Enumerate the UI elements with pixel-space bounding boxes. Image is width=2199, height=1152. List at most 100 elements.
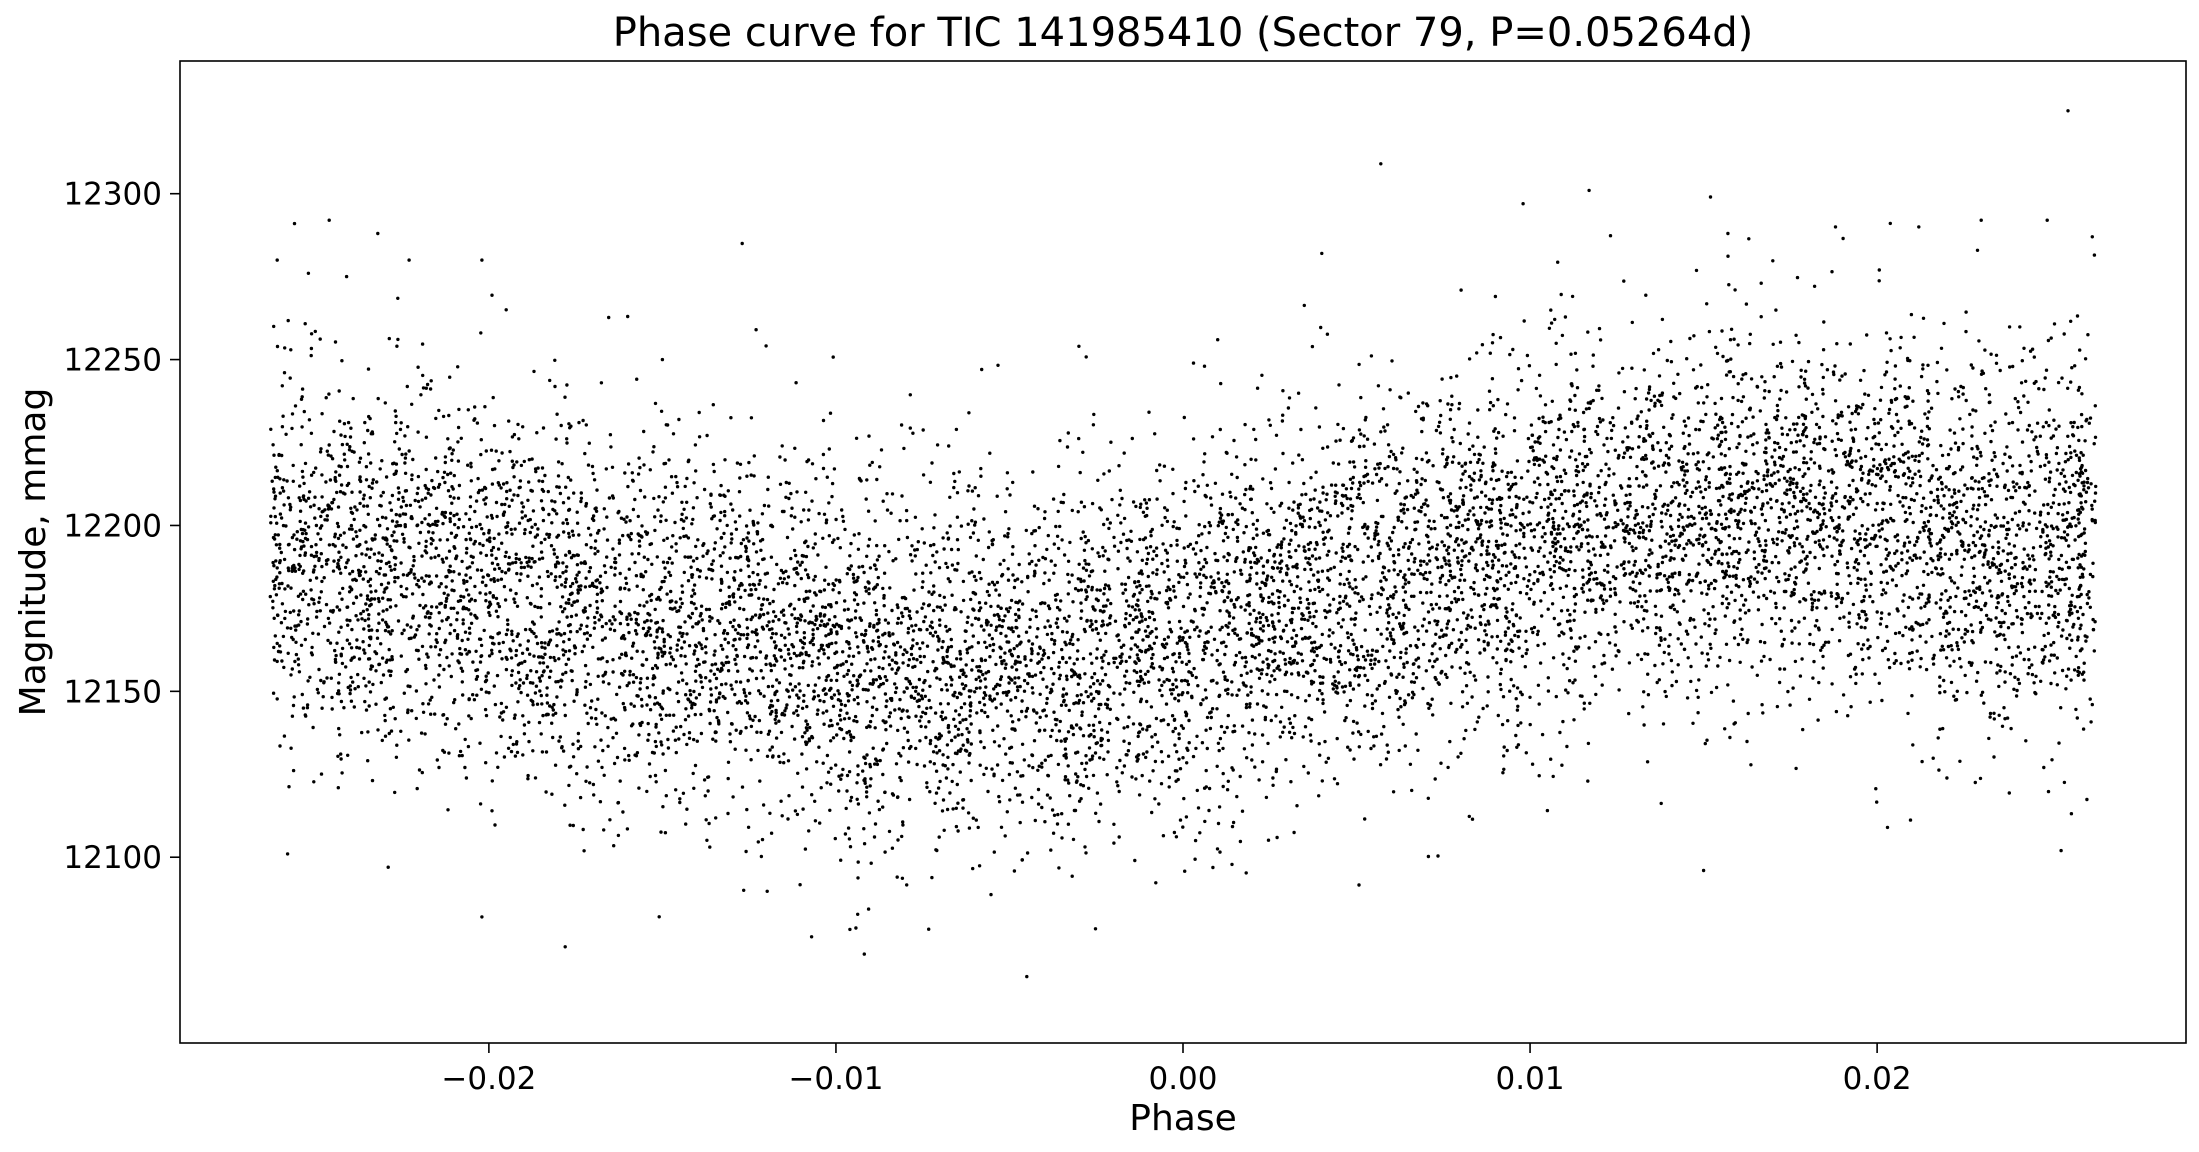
data-point: [1974, 679, 1979, 683]
data-point: [1384, 483, 1389, 487]
data-point: [733, 600, 737, 604]
data-point: [602, 527, 606, 531]
data-point: [362, 627, 366, 631]
data-point: [709, 693, 714, 697]
data-point: [273, 475, 277, 480]
data-point: [1315, 542, 1319, 547]
data-point: [979, 740, 983, 744]
data-point: [775, 562, 779, 567]
data-point: [1699, 363, 1703, 367]
data-point: [608, 433, 613, 437]
data-point: [550, 792, 554, 796]
data-point: [1056, 812, 1060, 817]
data-point: [992, 613, 997, 617]
data-point: [940, 608, 945, 612]
data-point: [895, 621, 900, 625]
data-point: [2058, 588, 2062, 592]
data-point: [1837, 515, 1841, 520]
data-point: [802, 699, 806, 703]
data-point: [578, 627, 582, 631]
data-point: [1146, 624, 1150, 629]
data-point: [1535, 491, 1539, 496]
data-point: [555, 412, 559, 416]
data-point: [784, 480, 788, 485]
data-point: [746, 564, 750, 568]
data-point: [1801, 492, 1806, 497]
data-point: [1392, 593, 1396, 597]
data-point: [1186, 648, 1190, 652]
data-point: [456, 425, 461, 430]
data-point: [1145, 699, 1149, 704]
data-point: [895, 640, 900, 645]
data-point: [1569, 560, 1573, 564]
data-point: [1290, 672, 1294, 676]
data-point: [1145, 557, 1150, 561]
data-point: [1963, 548, 1967, 552]
data-point: [529, 602, 533, 606]
data-point: [795, 812, 800, 817]
data-point: [903, 648, 907, 652]
data-point: [1671, 413, 1675, 417]
data-point: [545, 693, 549, 697]
data-point: [2037, 387, 2041, 391]
data-point: [997, 617, 1002, 622]
data-point: [450, 452, 454, 456]
data-point: [999, 675, 1004, 679]
data-point: [838, 713, 842, 718]
data-point: [946, 755, 950, 759]
data-point: [1816, 718, 1820, 722]
data-point: [1092, 728, 1096, 733]
data-point: [837, 789, 841, 793]
data-point: [2053, 604, 2057, 609]
data-point: [589, 716, 594, 720]
data-point: [1728, 735, 1732, 740]
data-point: [989, 892, 993, 897]
data-point: [366, 730, 370, 734]
data-point: [745, 626, 750, 630]
data-point: [1299, 626, 1304, 631]
data-point: [1698, 533, 1702, 537]
data-point: [564, 577, 568, 581]
data-point: [1849, 446, 1853, 451]
data-point: [1291, 461, 1295, 465]
data-point: [1203, 651, 1207, 656]
data-point: [475, 568, 480, 572]
data-point: [1065, 677, 1069, 682]
data-point: [1915, 539, 1919, 544]
data-point: [1134, 504, 1138, 509]
data-point: [293, 404, 298, 408]
data-point: [1093, 751, 1098, 755]
data-point: [1243, 422, 1247, 427]
data-point: [311, 631, 315, 635]
data-point: [1746, 576, 1751, 581]
data-point: [1218, 628, 1222, 632]
data-point: [692, 652, 696, 656]
data-point: [568, 584, 573, 589]
data-point: [826, 770, 831, 774]
data-point: [361, 609, 366, 613]
data-point: [1716, 423, 1720, 427]
data-point: [1450, 436, 1454, 440]
data-point: [579, 623, 583, 627]
data-point: [769, 636, 774, 640]
data-point: [1648, 548, 1652, 552]
data-point: [583, 685, 588, 689]
data-point: [854, 436, 859, 440]
data-point: [770, 684, 775, 688]
data-point: [595, 592, 600, 596]
data-point: [1938, 551, 1943, 556]
data-point: [1457, 520, 1461, 525]
data-point: [883, 692, 888, 696]
data-point: [421, 592, 425, 597]
data-point: [1577, 517, 1582, 521]
data-point: [790, 506, 794, 510]
data-point: [1162, 570, 1166, 574]
data-point: [712, 709, 716, 713]
data-point: [737, 490, 742, 494]
data-point: [1792, 541, 1797, 545]
data-point: [927, 927, 931, 931]
data-point: [1852, 667, 1857, 671]
data-point: [1200, 741, 1205, 745]
data-point: [813, 819, 818, 823]
data-point: [1092, 735, 1096, 739]
